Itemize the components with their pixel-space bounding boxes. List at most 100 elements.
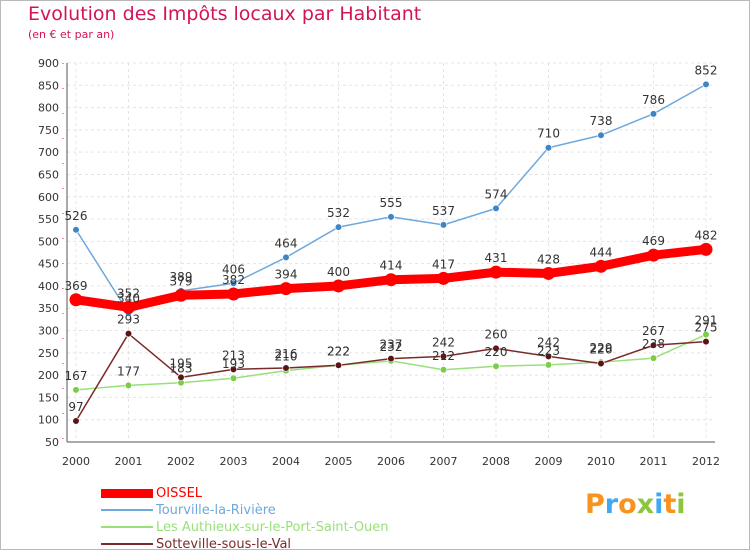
- data-label: 222: [327, 344, 350, 358]
- data-label: 195: [170, 356, 193, 370]
- data-label: 414: [380, 259, 403, 273]
- data-point: [334, 361, 343, 369]
- y-tick-label: 750: [38, 124, 59, 137]
- data-point: [387, 355, 395, 363]
- data-label: 406: [222, 262, 245, 276]
- data-label: 369: [65, 279, 88, 293]
- data-label: 382: [222, 273, 245, 287]
- data-point: [647, 248, 660, 262]
- data-label: 293: [117, 313, 140, 327]
- plot-area: [67, 63, 715, 442]
- y-tick-label: 900: [38, 57, 59, 70]
- data-label: 555: [380, 196, 403, 210]
- y-tick-label: 450: [38, 258, 59, 271]
- x-tick-label: 2009: [535, 455, 563, 468]
- y-tick-label: 550: [38, 213, 59, 226]
- data-label: 260: [485, 327, 508, 341]
- data-label: 379: [170, 274, 193, 288]
- x-tick-label: 2003: [220, 455, 248, 468]
- logo-letter: o: [618, 489, 637, 520]
- data-label: 710: [537, 127, 560, 141]
- data-label: 183: [170, 362, 193, 376]
- data-label: 212: [432, 349, 455, 363]
- data-point: [72, 417, 80, 425]
- data-point: [124, 381, 133, 389]
- y-tick-label: 400: [38, 280, 59, 293]
- proxiti-logo: Proxiti: [585, 489, 686, 520]
- x-tick-label: 2007: [430, 455, 458, 468]
- legend-label: OISSEL: [156, 486, 203, 501]
- data-point: [544, 352, 553, 360]
- logo-letter: P: [585, 489, 605, 520]
- y-tick-label: 150: [38, 391, 59, 404]
- data-label: 238: [642, 337, 665, 351]
- x-tick-label: 2008: [482, 455, 510, 468]
- data-label: 400: [327, 265, 350, 279]
- data-point: [492, 344, 500, 352]
- data-label: 532: [327, 206, 350, 220]
- data-label: 394: [275, 268, 298, 282]
- x-tick-label: 2005: [325, 455, 353, 468]
- data-label: 389: [170, 270, 193, 284]
- data-point: [227, 287, 240, 301]
- x-tick-label: 2001: [115, 455, 143, 468]
- data-label: 177: [117, 364, 140, 378]
- data-point: [282, 253, 290, 262]
- y-tick-label: 300: [38, 325, 59, 338]
- data-label: 469: [642, 234, 665, 248]
- data-label: 223: [537, 344, 560, 358]
- data-point: [229, 374, 238, 382]
- y-tick-label: 200: [38, 369, 59, 382]
- data-label: 431: [485, 251, 508, 265]
- data-point: [544, 361, 553, 369]
- legend-label: Tourville-la-Rivière: [156, 503, 276, 518]
- data-point: [229, 365, 238, 373]
- data-point: [122, 300, 135, 314]
- y-tick-label: 250: [38, 347, 59, 360]
- legend-swatch: [101, 509, 153, 511]
- x-tick-label: 2011: [640, 455, 668, 468]
- data-label: 193: [222, 357, 245, 371]
- y-tick-label: 600: [38, 191, 59, 204]
- y-tick-label: 850: [38, 79, 59, 92]
- legend-swatch: [101, 526, 153, 528]
- y-tick-label: 700: [38, 146, 59, 159]
- data-label: 786: [642, 93, 665, 107]
- data-point: [489, 265, 503, 279]
- y-tick-label: 100: [38, 414, 59, 427]
- data-point: [649, 354, 658, 362]
- data-label: 237: [380, 338, 403, 352]
- data-label: 167: [65, 369, 88, 383]
- data-point: [544, 144, 553, 152]
- data-label: 852: [695, 63, 718, 77]
- data-point: [437, 271, 450, 285]
- data-point: [124, 330, 133, 338]
- data-label: 352: [117, 286, 140, 300]
- legend-swatch: [101, 489, 153, 498]
- data-point: [594, 259, 608, 273]
- data-point: [384, 273, 398, 287]
- data-point: [69, 293, 83, 307]
- data-point: [177, 373, 185, 381]
- y-tick-label: 500: [38, 235, 59, 248]
- x-tick-label: 2002: [167, 455, 195, 468]
- data-point: [174, 288, 188, 302]
- data-label: 428: [537, 252, 560, 266]
- data-label: 216: [275, 347, 298, 361]
- data-point: [702, 80, 710, 89]
- data-point: [492, 362, 500, 370]
- data-label: 340: [117, 292, 140, 306]
- data-label: 229: [590, 341, 613, 355]
- x-tick-label: 2006: [377, 455, 405, 468]
- data-point: [542, 266, 555, 280]
- data-label: 444: [590, 245, 613, 259]
- y-tick-label: 350: [38, 302, 59, 315]
- data-label: 526: [65, 209, 88, 223]
- data-label: 482: [695, 228, 718, 242]
- data-point: [699, 242, 713, 256]
- chart-title: Evolution des Impôts locaux par Habitant: [28, 3, 422, 25]
- data-point: [702, 338, 710, 346]
- y-tick-label: 50: [45, 436, 59, 449]
- data-point: [72, 226, 80, 234]
